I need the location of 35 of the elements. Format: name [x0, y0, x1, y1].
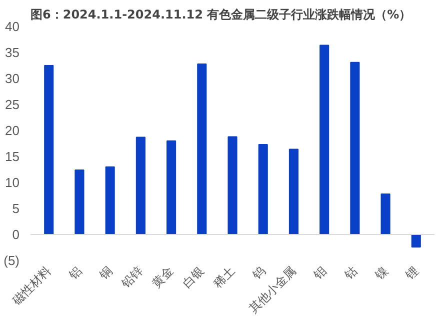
y-tick-label: 5 — [12, 201, 20, 216]
x-tick-label: 铝 — [65, 264, 84, 283]
bar — [197, 63, 207, 235]
x-tick-label: 白银 — [180, 264, 207, 290]
x-tick-label: 锂 — [402, 264, 422, 283]
bar — [136, 136, 146, 235]
bar — [411, 234, 421, 248]
x-tick-label: 钨 — [248, 264, 268, 283]
y-tick-label: 10 — [5, 175, 20, 190]
y-tick-label: 20 — [5, 123, 20, 138]
y-tick-label: 25 — [5, 97, 20, 112]
x-tick-label: 镍 — [371, 264, 390, 283]
x-tick-label: 铜 — [96, 264, 116, 283]
chart-title: 图6：2024.1.1-2024.11.12 有色金属二级子行业涨跌幅情况（%） — [30, 8, 412, 22]
bar — [166, 140, 176, 235]
x-tick-label: 钴 — [340, 264, 360, 283]
bar — [105, 166, 115, 235]
x-tick-label: 钼 — [310, 264, 330, 283]
bar — [350, 62, 360, 235]
y-tick-label: 0 — [12, 227, 20, 242]
x-tick-label: 稀土 — [210, 264, 238, 290]
bar — [380, 193, 390, 235]
y-tick-label: 40 — [5, 19, 20, 34]
bar — [228, 136, 238, 235]
y-tick-label: 15 — [5, 149, 20, 164]
y-tick-label: 30 — [5, 71, 20, 86]
bar — [320, 44, 330, 235]
y-tick-label: 35 — [5, 45, 20, 60]
bar — [288, 148, 298, 235]
bar — [258, 144, 268, 235]
y-tick-label: (5) — [4, 253, 20, 268]
bar — [74, 170, 84, 235]
x-tick-label: 铅锌 — [118, 264, 146, 292]
bar — [44, 65, 54, 235]
x-tick-label: 黄金 — [149, 264, 176, 290]
